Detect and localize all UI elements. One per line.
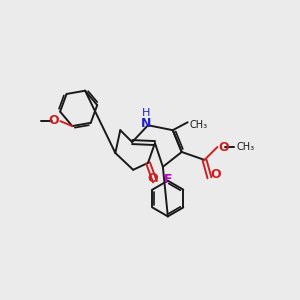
- Text: O: O: [218, 140, 229, 154]
- Text: CH₃: CH₃: [190, 120, 208, 130]
- Text: CH₃: CH₃: [236, 142, 254, 152]
- Text: N: N: [141, 117, 151, 130]
- Text: O: O: [210, 168, 221, 181]
- Text: H: H: [142, 108, 150, 118]
- Text: O: O: [148, 172, 158, 185]
- Text: F: F: [164, 173, 172, 186]
- Text: O: O: [49, 114, 59, 127]
